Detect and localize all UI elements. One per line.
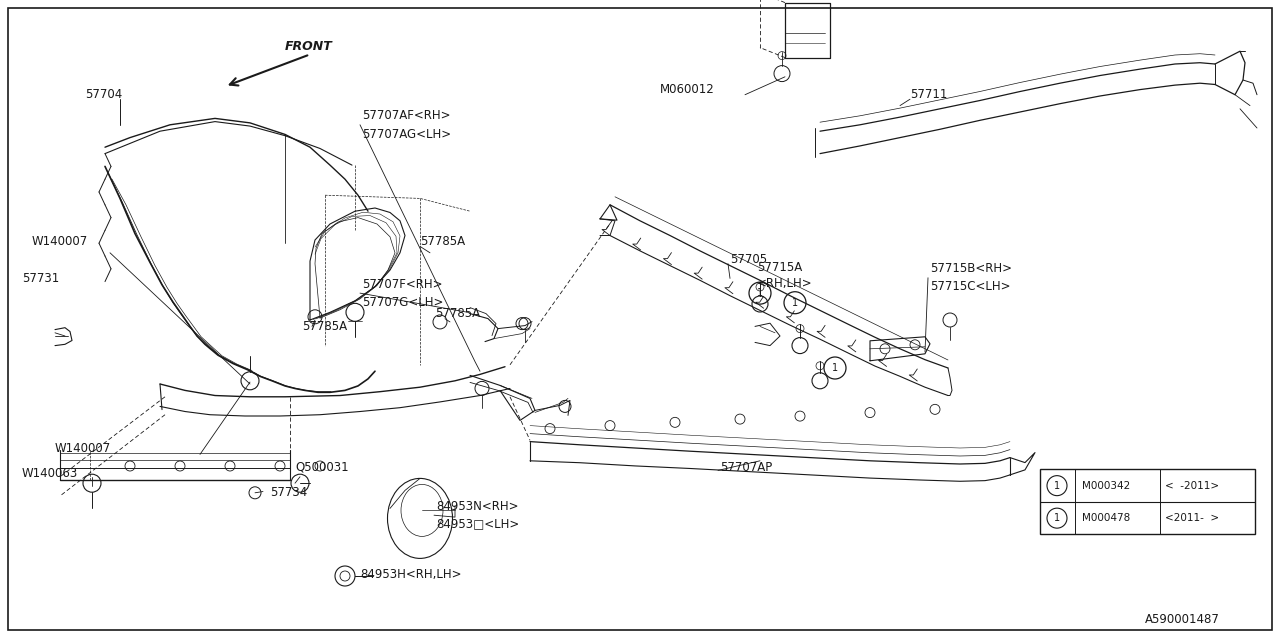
Text: 1: 1 <box>792 298 797 308</box>
Bar <box>1039 469 1254 534</box>
Text: 1: 1 <box>756 288 763 298</box>
Text: M060012: M060012 <box>660 83 714 96</box>
Text: Q500031: Q500031 <box>294 461 348 474</box>
Text: 57715C<LH>: 57715C<LH> <box>931 280 1010 293</box>
Text: 1: 1 <box>1053 481 1060 491</box>
Text: A590001487: A590001487 <box>1146 613 1220 626</box>
Text: W140063: W140063 <box>22 467 78 480</box>
Text: M000478: M000478 <box>1082 513 1130 523</box>
Circle shape <box>291 474 308 492</box>
Text: <RH,LH>: <RH,LH> <box>756 277 813 290</box>
Text: 57711: 57711 <box>910 88 947 101</box>
Text: 84953H<RH,LH>: 84953H<RH,LH> <box>360 568 462 581</box>
Text: 57707AG<LH>: 57707AG<LH> <box>362 128 451 141</box>
Text: 57707AP: 57707AP <box>721 461 772 474</box>
Text: 57707F<RH>: 57707F<RH> <box>362 278 443 291</box>
Circle shape <box>83 474 101 492</box>
Text: <2011-  >: <2011- > <box>1165 513 1219 523</box>
Text: 1: 1 <box>1053 513 1060 523</box>
Text: M000342: M000342 <box>1082 481 1130 491</box>
Text: 57707AF<RH>: 57707AF<RH> <box>362 109 451 122</box>
Circle shape <box>346 303 364 321</box>
Text: 57731: 57731 <box>22 272 59 285</box>
Text: 84953N<RH>: 84953N<RH> <box>436 500 518 513</box>
Text: 57785A: 57785A <box>302 320 347 333</box>
Text: 57785A: 57785A <box>435 307 480 320</box>
Text: 57704: 57704 <box>84 88 123 101</box>
Text: <  -2011>: < -2011> <box>1165 481 1219 491</box>
Text: 1: 1 <box>832 363 838 373</box>
Text: FRONT: FRONT <box>285 40 333 52</box>
Text: W140007: W140007 <box>55 442 111 454</box>
Text: 57705: 57705 <box>730 253 767 266</box>
Text: 57734: 57734 <box>270 486 307 499</box>
Text: 57715A: 57715A <box>756 261 803 274</box>
Text: 84953□<LH>: 84953□<LH> <box>436 517 520 530</box>
Text: 57715B<RH>: 57715B<RH> <box>931 262 1012 275</box>
Circle shape <box>241 372 259 390</box>
Text: 57707G<LH>: 57707G<LH> <box>362 296 443 308</box>
Text: 57785A: 57785A <box>420 236 465 248</box>
Text: W140007: W140007 <box>32 236 88 248</box>
